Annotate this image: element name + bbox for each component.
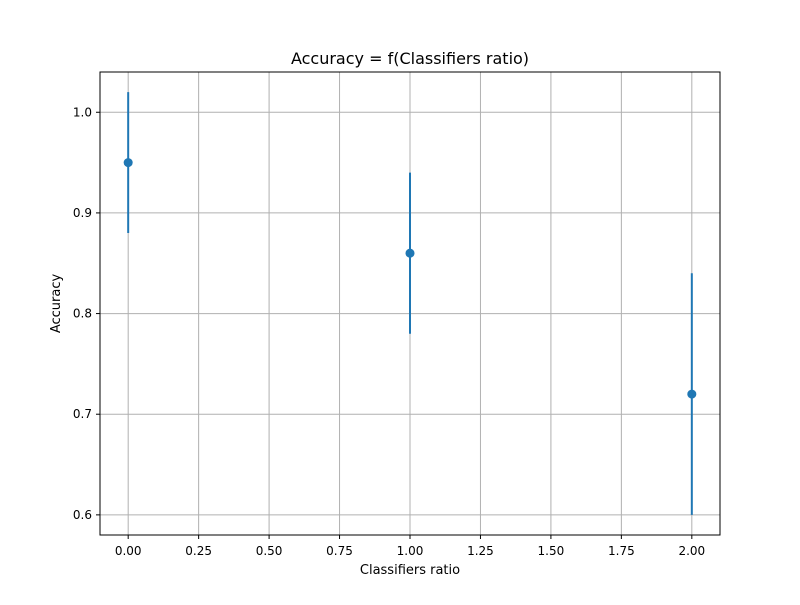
y-tick-label: 0.9	[73, 206, 92, 220]
data-points	[123, 158, 697, 399]
x-tick-label: 0.25	[185, 544, 212, 558]
y-tick-label: 0.8	[73, 307, 92, 321]
y-tick-label: 0.6	[73, 508, 92, 522]
x-tick-label: 1.00	[397, 544, 424, 558]
x-axis-ticks: 0.00 0.25 0.50 0.75 1.00 1.25 1.50 1.75 2.00	[115, 535, 705, 558]
x-tick-label: 0.00	[115, 544, 142, 558]
y-tick-label: 1.0	[73, 105, 92, 119]
y-axis-ticks: 0.6 0.7 0.8 0.9 1.0	[73, 105, 100, 522]
x-axis-label: Classifiers ratio	[360, 563, 460, 578]
x-tick-label: 2.00	[678, 544, 705, 558]
data-point	[405, 248, 415, 258]
data-point	[123, 158, 133, 168]
data-point	[687, 389, 697, 399]
x-tick-label: 0.50	[256, 544, 283, 558]
y-tick-label: 0.7	[73, 407, 92, 421]
chart-title: Accuracy = f(Classifiers ratio)	[291, 49, 529, 68]
x-tick-label: 1.50	[538, 544, 565, 558]
y-axis-label: Accuracy	[49, 274, 64, 334]
x-tick-label: 0.75	[326, 544, 353, 558]
x-tick-label: 1.25	[467, 544, 494, 558]
x-tick-label: 1.75	[608, 544, 635, 558]
